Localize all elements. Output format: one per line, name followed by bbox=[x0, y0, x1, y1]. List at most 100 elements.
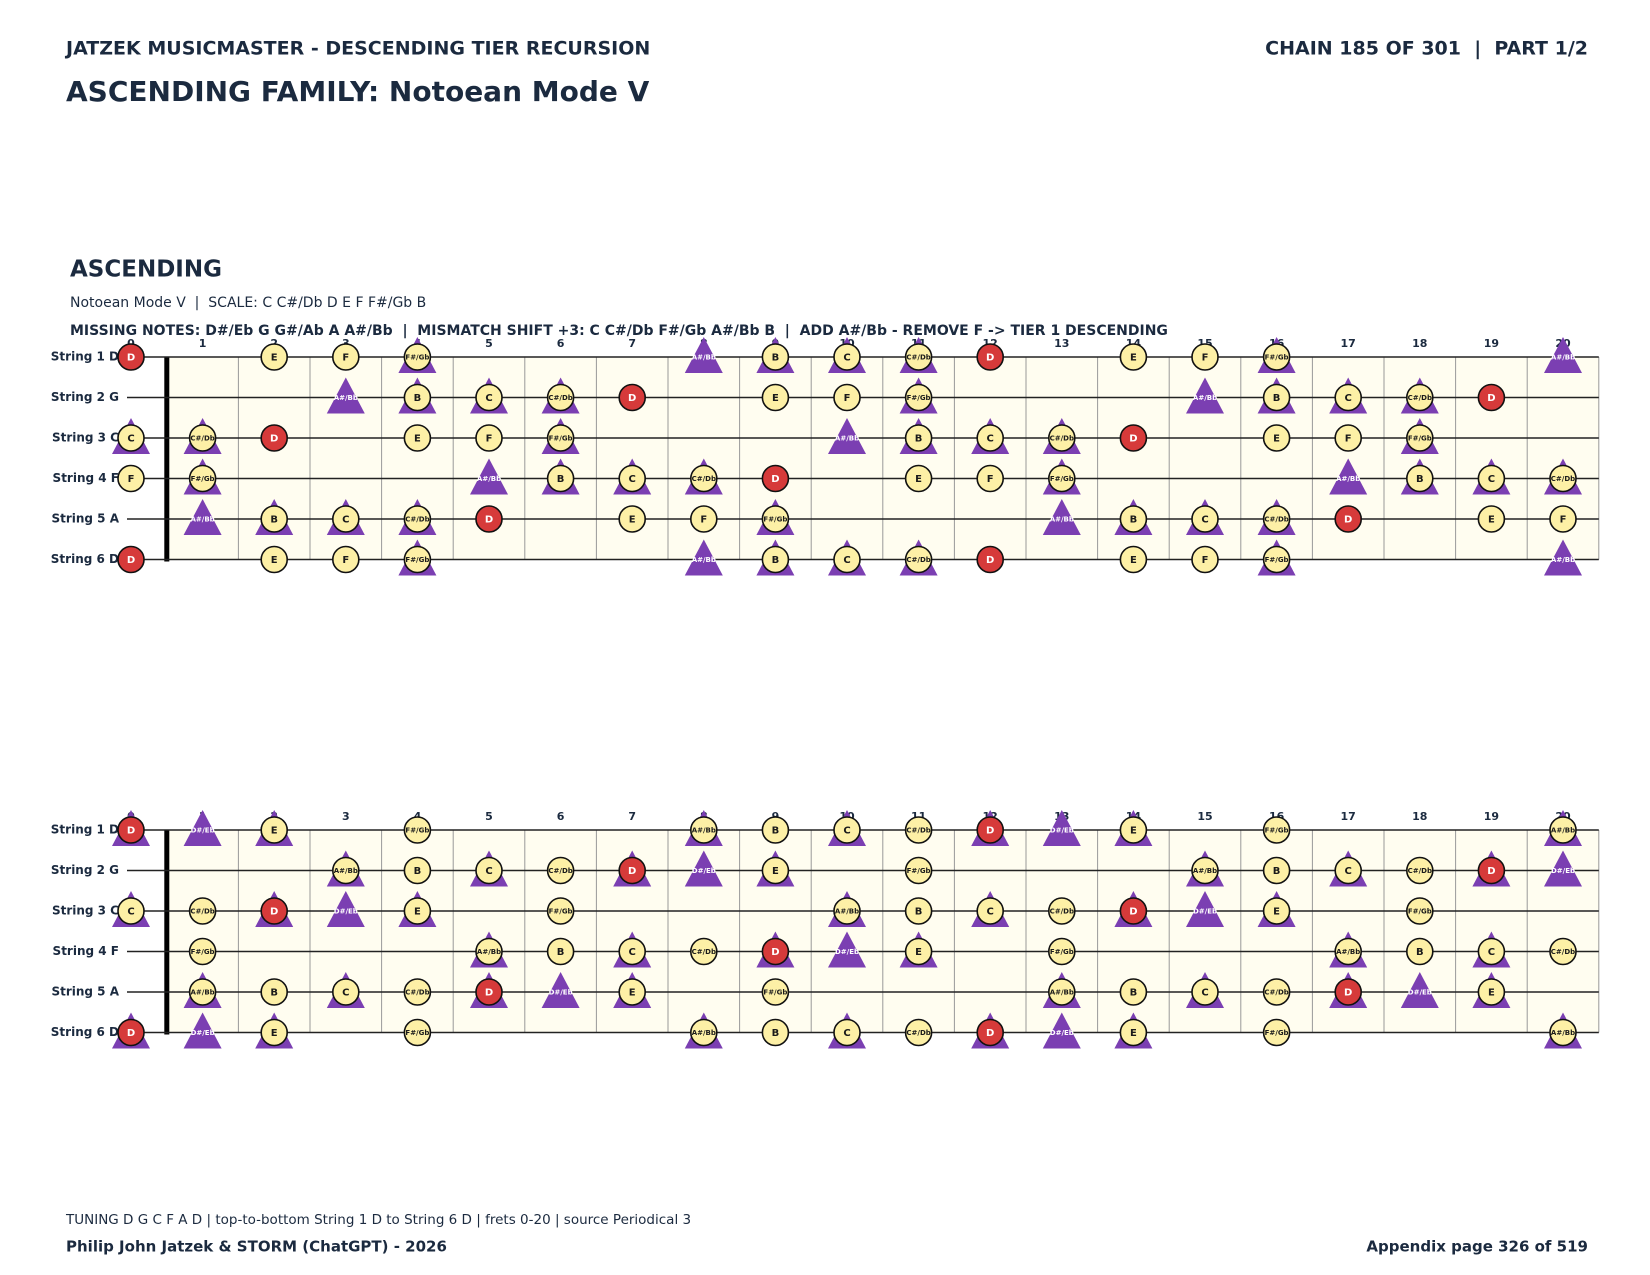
note-label: F#/Gb bbox=[1265, 1029, 1289, 1037]
note-marker bbox=[1262, 505, 1291, 533]
triangle-marker bbox=[1042, 1012, 1081, 1049]
note-label: F bbox=[987, 474, 994, 485]
note-label: E bbox=[915, 947, 922, 958]
note-label: B bbox=[915, 434, 923, 445]
note-label: A#/Bb bbox=[692, 827, 716, 835]
note-label: F#/Gb bbox=[405, 827, 429, 835]
note-label: C#/Db bbox=[906, 1029, 930, 1037]
note-marker bbox=[331, 856, 360, 885]
string-label: String 3 C bbox=[52, 904, 119, 918]
note-marker bbox=[1048, 937, 1076, 966]
string-label: String 2 G bbox=[51, 390, 119, 404]
string-label: String 4 F bbox=[53, 944, 119, 958]
note-label: A#/Bb bbox=[692, 1029, 716, 1037]
note-label: C#/Db bbox=[405, 516, 429, 524]
fret-number: 13 bbox=[1054, 337, 1069, 350]
triangle-marker bbox=[1544, 337, 1582, 373]
note-label: D bbox=[986, 555, 994, 566]
note-marker bbox=[1549, 464, 1577, 493]
note-marker bbox=[833, 545, 861, 574]
note-label: C bbox=[1201, 988, 1208, 999]
scale-line: Notoean Mode V | SCALE: C C#/Db D E F F#… bbox=[70, 295, 426, 311]
note-marker bbox=[1477, 978, 1506, 1006]
note-label: D#/Eb bbox=[1551, 867, 1575, 875]
note-label: C#/Db bbox=[1408, 867, 1432, 875]
triangle-marker bbox=[1544, 850, 1582, 887]
note-marker bbox=[475, 937, 503, 966]
note-marker bbox=[1549, 1018, 1577, 1047]
note-marker bbox=[475, 856, 503, 885]
note-label: F#/Gb bbox=[1265, 827, 1289, 835]
note-marker bbox=[260, 343, 289, 371]
note-marker bbox=[260, 545, 289, 574]
note-label: D#/Eb bbox=[1408, 989, 1432, 997]
note-marker bbox=[117, 897, 145, 925]
note-marker bbox=[475, 424, 503, 452]
note-marker bbox=[546, 464, 575, 493]
note-marker bbox=[260, 1018, 289, 1047]
note-marker bbox=[403, 424, 432, 452]
triangle-marker bbox=[828, 418, 866, 454]
note-label: E bbox=[629, 515, 636, 526]
triangle-marker bbox=[183, 499, 222, 535]
note-marker bbox=[689, 1018, 718, 1047]
string-label: String 2 G bbox=[51, 863, 119, 877]
note-marker bbox=[331, 343, 360, 371]
note-marker bbox=[546, 856, 575, 885]
note-marker bbox=[689, 937, 718, 966]
note-label: C#/Db bbox=[1264, 989, 1288, 997]
note-marker bbox=[546, 897, 575, 925]
note-label: A#/Bb bbox=[191, 989, 215, 997]
note-marker bbox=[1048, 424, 1076, 452]
string-label: String 5 A bbox=[51, 512, 119, 526]
note-marker bbox=[1334, 424, 1362, 452]
note-label: D#/Eb bbox=[191, 1029, 215, 1037]
note-label: E bbox=[1130, 1028, 1137, 1039]
note-label: A#/Bb bbox=[1551, 1029, 1575, 1037]
note-marker bbox=[1191, 856, 1219, 885]
note-marker bbox=[761, 383, 790, 412]
note-marker bbox=[904, 424, 933, 452]
note-label: B bbox=[772, 353, 780, 364]
note-label: A#/Bb bbox=[1336, 475, 1360, 483]
note-marker bbox=[1477, 937, 1506, 966]
note-marker bbox=[117, 464, 145, 493]
note-marker bbox=[188, 464, 217, 493]
note-label: D#/Eb bbox=[1193, 908, 1217, 916]
note-label: E bbox=[414, 434, 421, 445]
note-marker bbox=[833, 897, 861, 925]
note-label: A#/Bb bbox=[835, 908, 859, 916]
fret-number: 19 bbox=[1484, 337, 1499, 350]
note-marker bbox=[1048, 464, 1076, 493]
triangle-marker bbox=[326, 377, 365, 414]
note-label: A#/Bb bbox=[477, 475, 501, 483]
note-marker bbox=[761, 505, 790, 533]
note-marker bbox=[1048, 978, 1076, 1006]
note-marker bbox=[618, 937, 647, 966]
root-marker bbox=[1119, 897, 1148, 925]
triangle-marker bbox=[183, 810, 222, 846]
note-marker bbox=[1191, 978, 1219, 1006]
note-label: A#/Bb bbox=[1336, 948, 1360, 956]
note-label: A#/Bb bbox=[1193, 867, 1217, 875]
note-marker bbox=[689, 505, 718, 533]
note-marker bbox=[1119, 1018, 1148, 1047]
fret-number: 7 bbox=[628, 337, 636, 350]
note-label: C#/Db bbox=[1551, 475, 1575, 483]
note-marker bbox=[833, 343, 861, 371]
fret-number: 6 bbox=[557, 810, 565, 823]
note-marker bbox=[618, 505, 647, 533]
note-marker bbox=[1262, 343, 1291, 371]
note-label: F bbox=[1560, 515, 1567, 526]
fret-number: 17 bbox=[1341, 337, 1356, 350]
root-marker bbox=[1334, 505, 1362, 533]
note-marker bbox=[761, 343, 790, 371]
note-label: D#/Eb bbox=[1050, 827, 1074, 835]
fret-number: 19 bbox=[1484, 810, 1499, 823]
note-marker bbox=[1549, 937, 1577, 966]
note-label: E bbox=[772, 866, 779, 877]
note-label: D bbox=[771, 474, 779, 485]
header-right: CHAIN 185 OF 301 | PART 1/2 bbox=[1265, 38, 1588, 60]
note-marker bbox=[761, 978, 790, 1006]
root-marker bbox=[976, 545, 1005, 574]
